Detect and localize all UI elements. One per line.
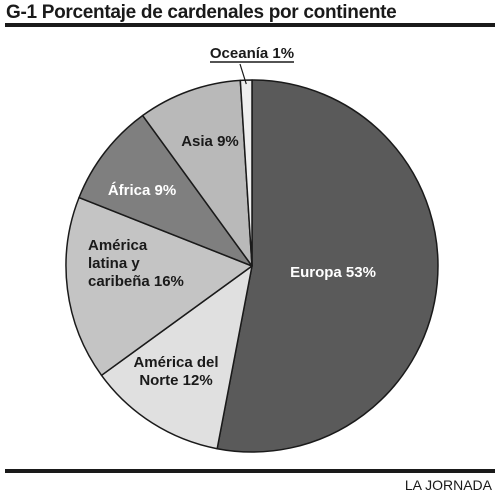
slice-label: América latina y caribeña 16%	[88, 237, 184, 290]
slice-label: América del Norte 12%	[133, 354, 218, 389]
pie-slice	[141, 79, 253, 267]
slice-label: África 9%	[108, 182, 176, 199]
pie-slice	[216, 79, 439, 453]
slice-label: Asia 9%	[181, 133, 239, 150]
pie-slice	[100, 265, 253, 450]
source-credit: LA JORNADA	[404, 477, 492, 493]
slice-label: Oceanía 1%	[210, 45, 294, 62]
pie-slice	[239, 79, 253, 267]
pie-labels: Europa 53% América del Norte 12% América lat…	[88, 45, 376, 389]
pie-slice	[65, 196, 253, 377]
callout-line	[239, 63, 247, 85]
pie-slices	[65, 79, 439, 453]
slice-label: Europa 53%	[290, 264, 376, 281]
pie-slice	[78, 114, 253, 267]
chart-title: G-1 Porcentaje de cardenales por contine…	[6, 2, 397, 23]
